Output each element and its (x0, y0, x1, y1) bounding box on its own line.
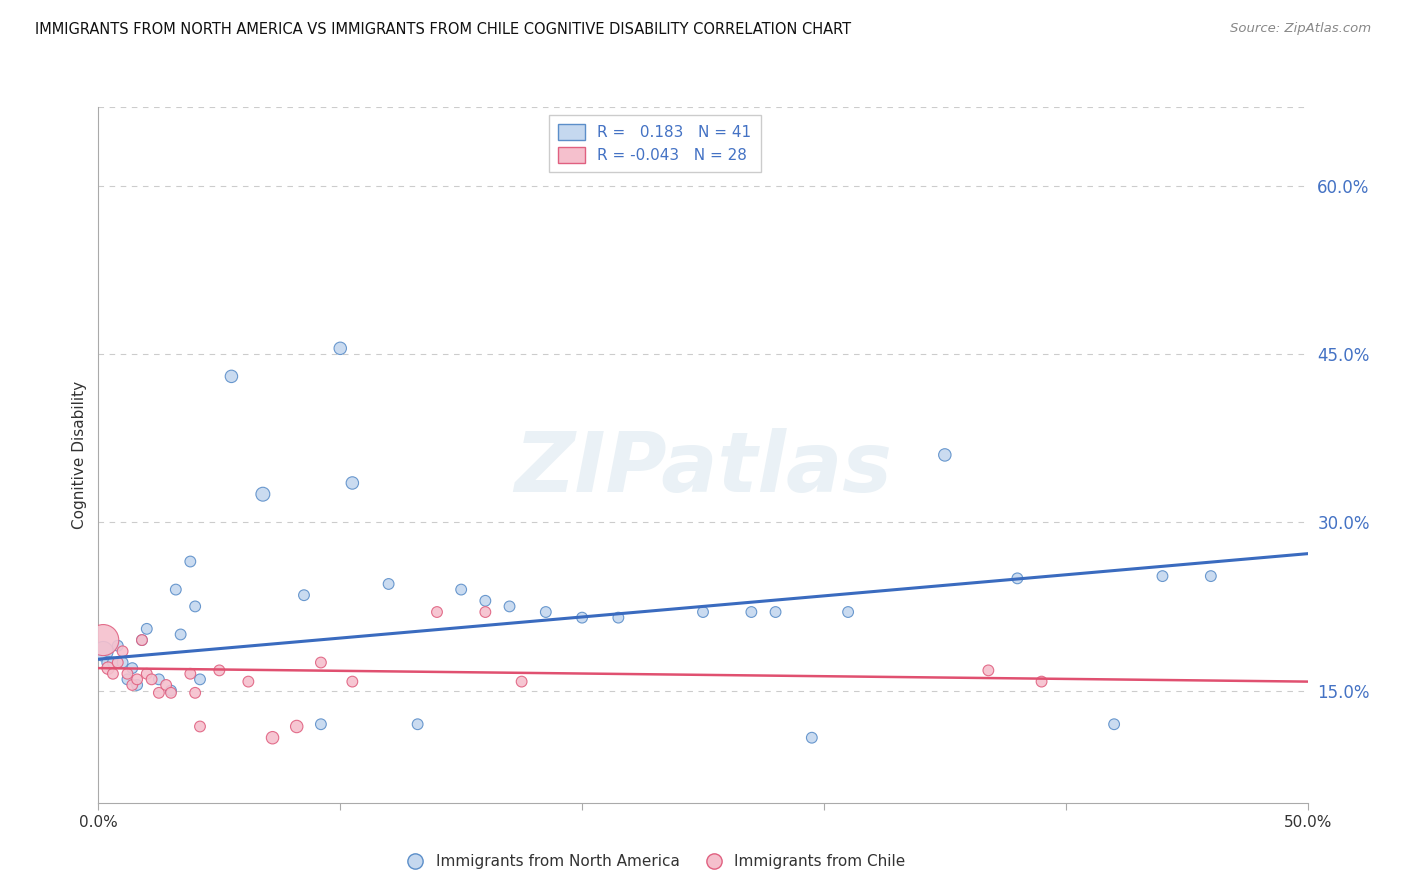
Point (121, 678, 143, 692)
Point (188, 719, 211, 733)
Text: ZIPatlas: ZIPatlas (515, 428, 891, 509)
Point (160, 683, 183, 698)
Point (377, 577, 399, 591)
Point (117, 673, 139, 687)
Point (101, 656, 124, 670)
Point (121, 661, 143, 675)
Point (238, 674, 260, 689)
Point (97, 661, 120, 675)
Point (188, 673, 211, 687)
Point (837, 605, 859, 619)
Point (571, 610, 593, 624)
Point (474, 594, 496, 608)
Point (1152, 569, 1174, 583)
Point (1102, 717, 1125, 731)
Point (406, 717, 429, 731)
Point (179, 666, 201, 681)
Point (692, 605, 714, 619)
Point (1199, 569, 1222, 583)
Point (534, 605, 557, 619)
Point (107, 639, 129, 653)
Point (111, 656, 134, 670)
Point (934, 448, 956, 462)
Legend: Immigrants from North America, Immigrants from Chile: Immigrants from North America, Immigrant… (398, 848, 912, 875)
Y-axis label: Cognitive Disability: Cognitive Disability (72, 381, 87, 529)
Point (474, 605, 496, 619)
Point (309, 717, 332, 731)
Point (285, 719, 308, 733)
Point (309, 656, 332, 670)
Point (107, 656, 129, 670)
Point (1007, 571, 1029, 585)
Point (184, 686, 207, 700)
Point (141, 673, 163, 687)
Point (498, 599, 520, 614)
Point (262, 731, 284, 745)
Point (800, 731, 823, 745)
Point (165, 582, 187, 597)
Point (135, 622, 157, 636)
Point (510, 674, 533, 689)
Point (426, 605, 449, 619)
Point (292, 588, 315, 602)
Point (977, 664, 1000, 678)
Text: Source: ZipAtlas.com: Source: ZipAtlas.com (1230, 22, 1371, 36)
Point (101, 666, 124, 681)
Point (252, 487, 274, 501)
Point (342, 674, 364, 689)
Point (131, 633, 153, 648)
Point (208, 664, 231, 678)
Point (740, 605, 762, 619)
Point (342, 475, 364, 490)
Point (221, 369, 243, 384)
Point (131, 633, 153, 648)
Point (135, 666, 157, 681)
Point (91, 644, 114, 658)
Point (148, 673, 170, 687)
Point (127, 673, 149, 687)
Point (91, 633, 114, 648)
Point (169, 627, 191, 641)
Point (148, 686, 170, 700)
Point (97, 656, 120, 670)
Point (117, 666, 139, 681)
Point (111, 644, 134, 658)
Point (450, 582, 472, 597)
Point (329, 341, 352, 355)
Point (179, 555, 201, 569)
Text: IMMIGRANTS FROM NORTH AMERICA VS IMMIGRANTS FROM CHILE COGNITIVE DISABILITY CORR: IMMIGRANTS FROM NORTH AMERICA VS IMMIGRA… (35, 22, 851, 37)
Point (1031, 674, 1053, 689)
Point (765, 605, 787, 619)
Point (607, 610, 630, 624)
Point (160, 686, 183, 700)
Point (127, 678, 149, 692)
Point (184, 599, 207, 614)
Point (155, 678, 177, 692)
